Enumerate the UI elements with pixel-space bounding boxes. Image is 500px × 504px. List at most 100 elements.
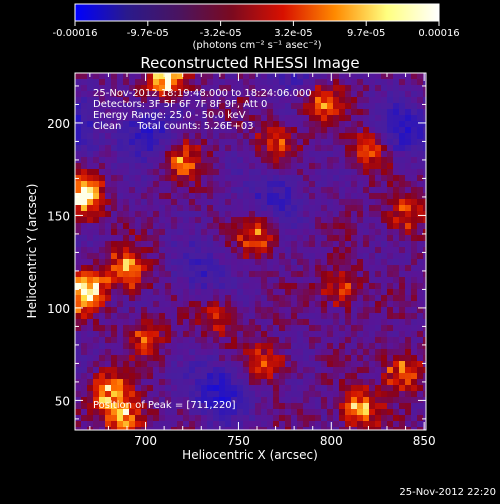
heatmap-cell (201, 181, 207, 187)
heatmap-cell (207, 343, 213, 349)
heatmap-cell (405, 115, 411, 121)
heatmap-cell (117, 367, 123, 373)
heatmap-cell (357, 151, 363, 157)
heatmap-cell (135, 187, 141, 193)
heatmap-cell (81, 229, 87, 235)
heatmap-cell (129, 385, 135, 391)
heatmap-cell (387, 421, 393, 427)
heatmap-cell (147, 247, 153, 253)
heatmap-cell (411, 349, 417, 355)
heatmap-cell (363, 307, 369, 313)
heatmap-cell (339, 175, 345, 181)
heatmap-cell (195, 361, 201, 367)
heatmap-cell (399, 349, 405, 355)
heatmap-cell (417, 361, 423, 367)
heatmap-cell (267, 337, 273, 343)
heatmap-cell (159, 97, 165, 103)
heatmap-cell (381, 175, 387, 181)
heatmap-cell (369, 283, 375, 289)
heatmap-cell (237, 391, 243, 397)
heatmap-cell (135, 79, 141, 85)
heatmap-cell (333, 337, 339, 343)
heatmap-cell (399, 343, 405, 349)
heatmap-cell (201, 331, 207, 337)
heatmap-cell (321, 385, 327, 391)
heatmap-cell (225, 301, 231, 307)
heatmap-cell (321, 367, 327, 373)
heatmap-cell (261, 157, 267, 163)
heatmap-cell (99, 115, 105, 121)
heatmap-cell (219, 151, 225, 157)
heatmap-cell (345, 187, 351, 193)
heatmap-cell (369, 349, 375, 355)
heatmap-cell (255, 319, 261, 325)
heatmap-cell (225, 379, 231, 385)
heatmap-cell (405, 247, 411, 253)
heatmap-cell (255, 349, 261, 355)
heatmap-cell (99, 121, 105, 127)
heatmap-cell (237, 295, 243, 301)
heatmap-cell (291, 295, 297, 301)
heatmap-cell (411, 403, 417, 409)
heatmap-cell (135, 409, 141, 415)
heatmap-cell (369, 145, 375, 151)
heatmap-cell (237, 139, 243, 145)
heatmap-cell (207, 415, 213, 421)
heatmap-cell (351, 367, 357, 373)
heatmap-cell (105, 301, 111, 307)
heatmap-cell (219, 163, 225, 169)
heatmap-cell (405, 175, 411, 181)
heatmap-cell (189, 301, 195, 307)
heatmap-cell (147, 397, 153, 403)
heatmap-cell (345, 349, 351, 355)
heatmap-cell (273, 361, 279, 367)
heatmap-cell (285, 79, 291, 85)
heatmap-cell (321, 265, 327, 271)
heatmap-cell (297, 115, 303, 121)
heatmap-cell (123, 385, 129, 391)
heatmap-cell (117, 181, 123, 187)
heatmap-cell (135, 109, 141, 115)
heatmap-cell (207, 193, 213, 199)
heatmap-cell (381, 223, 387, 229)
heatmap-cell (303, 175, 309, 181)
heatmap-cell (75, 187, 81, 193)
heatmap-cell (315, 247, 321, 253)
heatmap-cell (177, 127, 183, 133)
heatmap-cell (411, 313, 417, 319)
heatmap-cell (147, 85, 153, 91)
heatmap-cell (255, 289, 261, 295)
heatmap-cell (315, 115, 321, 121)
heatmap-cell (147, 427, 153, 430)
heatmap-cell (285, 217, 291, 223)
heatmap-cell (189, 259, 195, 265)
heatmap-cell (321, 253, 327, 259)
heatmap-cell (195, 349, 201, 355)
heatmap-cell (279, 265, 285, 271)
heatmap-cell (321, 97, 327, 103)
heatmap-cell (393, 211, 399, 217)
heatmap-cell (357, 157, 363, 163)
heatmap-cell (177, 217, 183, 223)
heatmap-cell (273, 241, 279, 247)
heatmap-cell (279, 415, 285, 421)
heatmap-cell (381, 85, 387, 91)
heatmap-cell (231, 361, 237, 367)
heatmap-cell (381, 229, 387, 235)
heatmap-cell (183, 169, 189, 175)
heatmap-cell (105, 367, 111, 373)
heatmap-cell (279, 235, 285, 241)
heatmap-cell (243, 133, 249, 139)
heatmap-cell (141, 343, 147, 349)
heatmap-cell (327, 319, 333, 325)
heatmap-cell (213, 331, 219, 337)
heatmap-cell (141, 253, 147, 259)
heatmap-cell (231, 307, 237, 313)
heatmap-cell (231, 421, 237, 427)
heatmap-cell (363, 409, 369, 415)
heatmap-cell (291, 313, 297, 319)
heatmap-cell (417, 151, 423, 157)
heatmap-cell (393, 103, 399, 109)
heatmap-cell (405, 211, 411, 217)
heatmap-cell (297, 295, 303, 301)
